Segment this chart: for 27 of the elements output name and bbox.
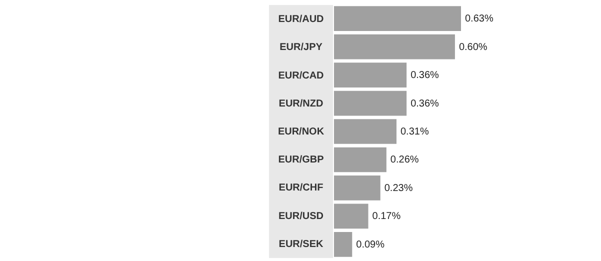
- bar: [334, 232, 352, 257]
- y-tick-label: EUR/CAD: [278, 70, 324, 82]
- y-tick-label: EUR/NZD: [278, 98, 324, 110]
- data-label: 0.60%: [458, 42, 488, 53]
- data-label: 0.23%: [384, 182, 413, 194]
- bar: [334, 6, 461, 31]
- data-label: 0.31%: [400, 126, 429, 138]
- bar: [334, 176, 380, 200]
- data-label: 0.63%: [465, 14, 494, 25]
- y-tick-label: EUR/USD: [278, 210, 324, 222]
- data-label: 0.26%: [390, 154, 419, 166]
- y-tick-label: EUR/SEK: [278, 238, 324, 250]
- y-tick-label: EUR/NOK: [278, 126, 325, 138]
- bar: [334, 62, 407, 88]
- data-label: 0.09%: [356, 239, 385, 250]
- bar: [334, 119, 396, 144]
- bar: [334, 147, 386, 172]
- y-tick-label: EUR/GBP: [278, 154, 324, 166]
- data-label: 0.36%: [410, 70, 440, 82]
- data-label: 0.36%: [410, 98, 440, 110]
- y-tick-label: EUR/AUD: [278, 14, 324, 26]
- bar: [334, 34, 455, 60]
- data-label: 0.17%: [372, 211, 401, 222]
- bar: [334, 90, 407, 116]
- bar: [334, 204, 368, 229]
- y-tick-label: EUR/JPY: [280, 42, 323, 54]
- y-tick-label: EUR/CHF: [278, 182, 324, 194]
